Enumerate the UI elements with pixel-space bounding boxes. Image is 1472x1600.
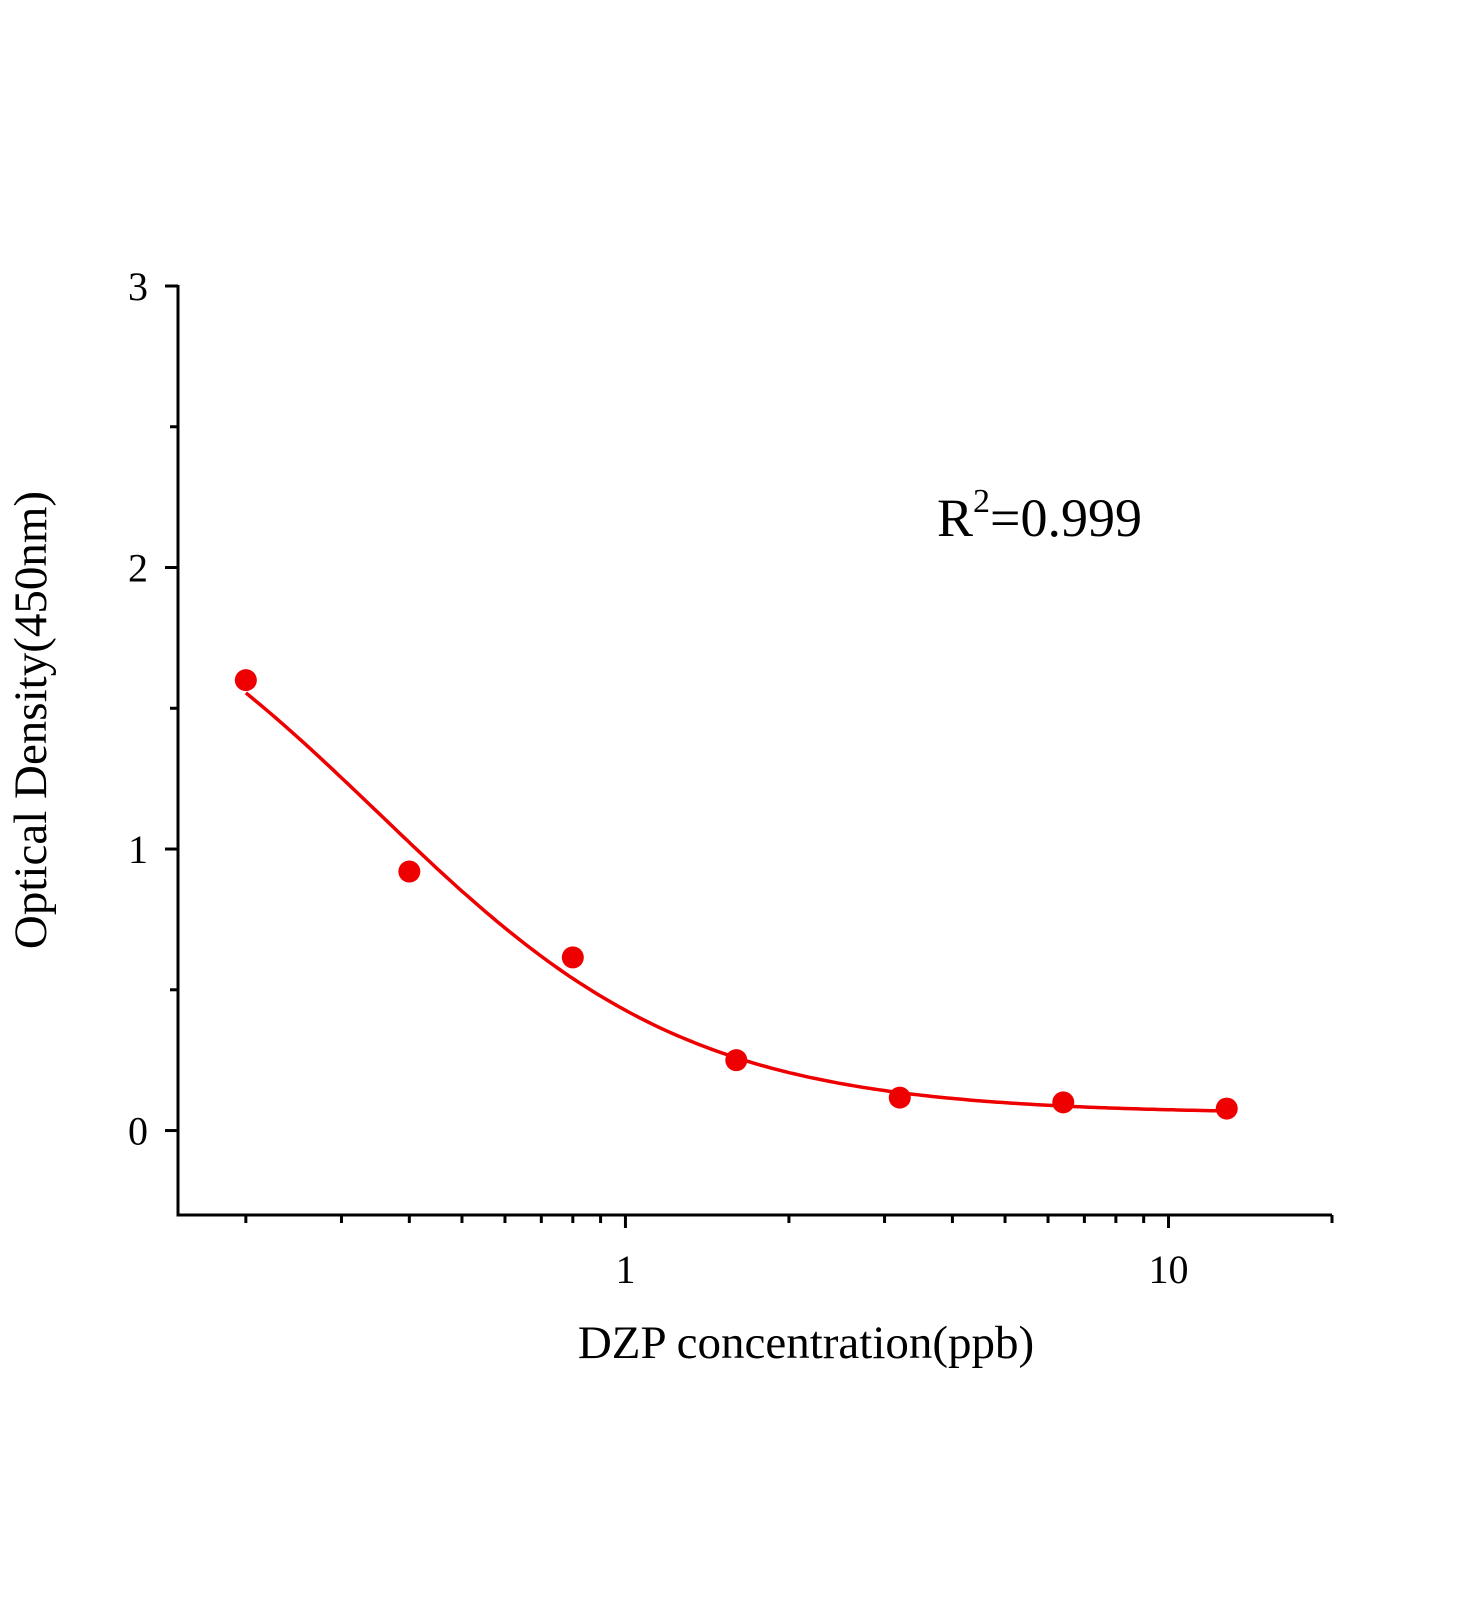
data-point <box>398 860 421 883</box>
y-tick-label: 2 <box>128 546 148 591</box>
data-point <box>1052 1091 1075 1114</box>
r-squared-superscript: 2 <box>973 483 990 520</box>
x-tick-label: 10 <box>1149 1247 1189 1292</box>
data-point <box>725 1049 748 1072</box>
data-point <box>561 946 584 969</box>
y-axis-label: Optical Density(450nm) <box>5 491 57 949</box>
fit-curve-layer <box>244 691 1227 1113</box>
data-point <box>888 1086 911 1109</box>
r-squared-annotation: R2=0.999 <box>937 483 1142 548</box>
data-point <box>234 669 257 692</box>
x-tick-label: 1 <box>615 1247 635 1292</box>
r-squared-base: R <box>937 488 973 548</box>
y-tick-label: 0 <box>128 1109 148 1154</box>
data-points <box>234 669 1238 1120</box>
fit-curve <box>244 691 1227 1113</box>
data-point <box>1215 1097 1238 1120</box>
x-axis-label: DZP concentration(ppb) <box>578 1317 1034 1369</box>
axes: 0 1 2 3 1 10 <box>128 264 1334 1292</box>
y-tick-label: 3 <box>128 264 148 309</box>
y-tick-label: 1 <box>128 827 148 872</box>
r-squared-value: =0.999 <box>990 488 1142 548</box>
